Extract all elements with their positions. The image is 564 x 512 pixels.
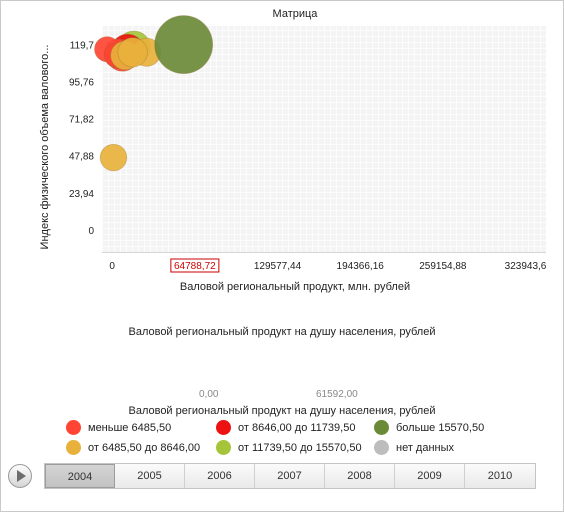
- y-tick-label: 71,82: [69, 115, 94, 126]
- tab-year-2010[interactable]: 2010: [487, 470, 513, 482]
- tab-year-2006[interactable]: 2006: [185, 464, 255, 488]
- legend-dot-red-light: [66, 420, 81, 435]
- y-tick-label: 95,76: [69, 78, 94, 89]
- legend-dot-orange: [66, 440, 81, 455]
- legend-dot-green-light: [216, 440, 231, 455]
- x-tick-label: 323943,6: [505, 261, 547, 272]
- legend-label: меньше 6485,50: [88, 421, 172, 434]
- y-axis-label: Индекс физического объема валового...: [39, 45, 51, 250]
- y-tick-label: 0: [88, 226, 94, 237]
- x-tick-highlight-box: [170, 258, 220, 273]
- legend-dot-gray: [374, 440, 389, 455]
- tab-year-2005[interactable]: 2005: [115, 464, 185, 488]
- legend-item-low[interactable]: меньше 6485,50: [66, 419, 216, 436]
- color-legend: меньше 6485,50 от 8646,00 до 11739,50 бо…: [66, 419, 526, 456]
- size-legend-title: Валовой региональный продукт на душу нас…: [128, 326, 436, 338]
- color-legend-title: Валовой региональный продукт на душу нас…: [128, 405, 436, 417]
- x-tick-label: 0: [109, 261, 115, 272]
- legend-label: от 11739,50 до 15570,50: [238, 441, 362, 454]
- bubble-point-10[interactable]: [154, 15, 214, 74]
- legend-label: больше 15570,50: [396, 421, 485, 434]
- size-legend-min-label: 0,00: [199, 389, 219, 400]
- legend-dot-red: [216, 420, 231, 435]
- y-tick-label: 47,88: [69, 152, 94, 163]
- legend-label: от 8646,00 до 11739,50: [238, 421, 356, 434]
- play-button[interactable]: [8, 464, 32, 488]
- tab-year-2004[interactable]: 2004: [45, 464, 115, 488]
- timeline: 2004 2005 2006 2007 2008 2009 2010: [8, 461, 548, 491]
- legend-item-none[interactable]: нет данных: [374, 439, 514, 456]
- chart-title: Матрица: [273, 8, 319, 20]
- tab-year-2007[interactable]: 2007: [255, 464, 325, 488]
- legend-item-high[interactable]: больше 15570,50: [374, 419, 514, 436]
- y-tick-label: 119,7: [70, 41, 95, 52]
- year-tabs: 2004 2005 2006 2007 2008 2009 2010: [44, 463, 536, 489]
- legend-item-mid-high[interactable]: от 11739,50 до 15570,50: [216, 439, 374, 456]
- x-tick-label: 259154,88: [419, 261, 467, 272]
- legend-item-mid-low[interactable]: от 6485,50 до 8646,00: [66, 439, 216, 456]
- tab-year-2009[interactable]: 2009: [395, 464, 465, 488]
- legend-label: нет данных: [396, 441, 455, 454]
- size-legend-max-label: 61592,00: [316, 389, 358, 400]
- x-tick-label: 129577,44: [254, 261, 302, 272]
- legend-item-high-mid[interactable]: от 8646,00 до 11739,50: [216, 419, 374, 436]
- x-tick-label: 64788,72: [174, 261, 216, 272]
- y-tick-label: 23,94: [69, 189, 94, 200]
- x-axis-label: Валовой региональный продукт, млн. рубле…: [180, 281, 410, 293]
- bubble-point-9[interactable]: [117, 37, 148, 68]
- x-tick-label: 194366,16: [337, 261, 385, 272]
- legend-label: от 6485,50 до 8646,00: [88, 441, 201, 454]
- tab-year-2008[interactable]: 2008: [325, 464, 395, 488]
- bubble-chart: Матрица 0 23,94 47,88 71,82 95,76 119,7 0 6478…: [39, 8, 547, 293]
- play-icon: [17, 470, 26, 482]
- bubble-point-0[interactable]: [99, 143, 128, 172]
- legend-dot-green-dark: [374, 420, 389, 435]
